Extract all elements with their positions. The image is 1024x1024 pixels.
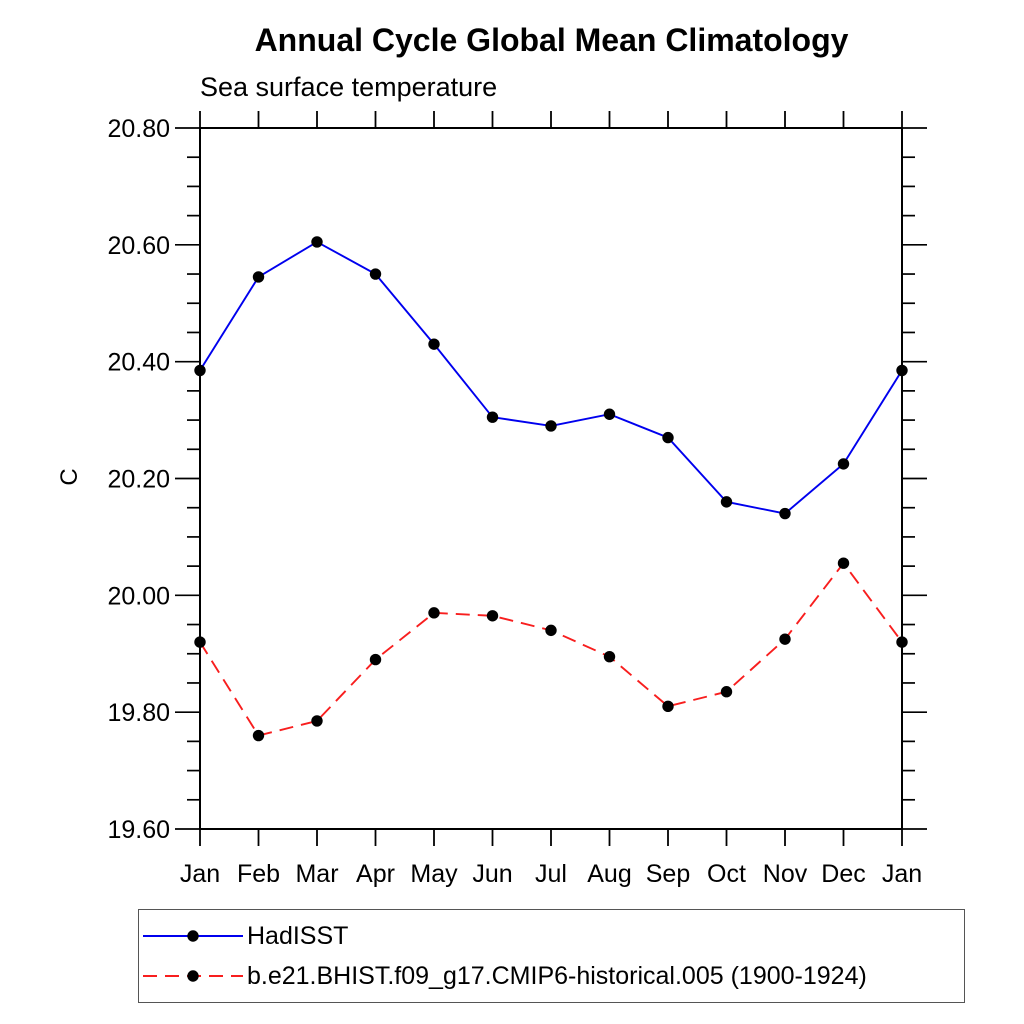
data-point-marker: [545, 624, 557, 637]
x-tick-label: Sep: [646, 860, 690, 888]
data-point-marker: [545, 420, 557, 432]
y-tick-label: 20.00: [107, 582, 170, 610]
data-point-marker: [194, 636, 206, 648]
data-point-marker: [603, 408, 616, 420]
legend-label-hadisst: HadISST: [247, 921, 349, 950]
y-tick-label: 19.60: [107, 816, 170, 844]
data-point-marker: [369, 268, 382, 280]
data-point-marker: [779, 633, 791, 645]
x-tick-label: Apr: [356, 860, 395, 888]
data-point-marker: [603, 650, 616, 663]
y-tick-label: 20.60: [107, 232, 170, 260]
data-point-marker: [837, 458, 850, 470]
legend-line-sample-dashed: [143, 970, 243, 982]
data-point-marker: [779, 507, 791, 520]
legend-item-model: b.e21.BHIST.f09_g17.CMIP6-historical.005…: [141, 956, 964, 996]
y-tick-label: 20.80: [107, 115, 170, 143]
x-tick-label: Nov: [763, 860, 808, 888]
data-point-marker: [486, 610, 499, 622]
data-point-marker: [311, 236, 323, 248]
series-line-0: [199, 240, 903, 515]
legend-line-sample-solid: [143, 930, 243, 942]
x-tick-label: Feb: [237, 860, 280, 888]
x-tick-label: Jul: [535, 860, 567, 888]
legend-box: HadISST b.e21.BHIST.f09_g17.CMIP6-histor…: [138, 909, 965, 1003]
x-tick-label: Aug: [587, 860, 631, 888]
data-point-marker: [369, 653, 382, 666]
y-tick-label: 19.80: [107, 699, 170, 727]
legend-label-model: b.e21.BHIST.f09_g17.CMIP6-historical.005…: [247, 961, 867, 990]
x-tick-label: Dec: [821, 860, 865, 888]
chart-subtitle: Sea surface temperature: [200, 72, 498, 102]
y-tick-label: 20.20: [107, 466, 170, 494]
x-tick-label: Mar: [295, 860, 338, 888]
data-point-marker: [720, 686, 733, 698]
data-point-marker: [252, 729, 265, 742]
data-point-marker: [896, 364, 908, 377]
data-point-marker: [662, 700, 674, 713]
x-tick-label: Jan: [180, 860, 220, 888]
legend-item-hadisst: HadISST: [141, 916, 964, 956]
data-point-marker: [896, 636, 908, 648]
data-point-marker: [428, 338, 440, 350]
x-tick-label: May: [410, 860, 458, 888]
data-point-marker: [662, 431, 674, 444]
data-point-marker: [311, 715, 323, 727]
data-point-marker: [252, 271, 265, 283]
chart-title: Annual Cycle Global Mean Climatology: [254, 22, 849, 58]
y-tick-label: 20.40: [107, 349, 170, 377]
x-tick-label: Oct: [707, 860, 746, 888]
data-point-marker: [428, 607, 440, 619]
series-line-1: [199, 561, 903, 737]
data-point-marker: [720, 496, 733, 508]
x-tick-label: Jan: [882, 860, 922, 888]
legend-sample-marker: [187, 970, 199, 982]
legend-sample-marker: [187, 930, 199, 942]
data-point-marker: [837, 557, 850, 569]
data-point-marker: [486, 411, 499, 423]
data-point-marker: [194, 364, 206, 377]
x-tick-label: Jun: [472, 860, 512, 888]
